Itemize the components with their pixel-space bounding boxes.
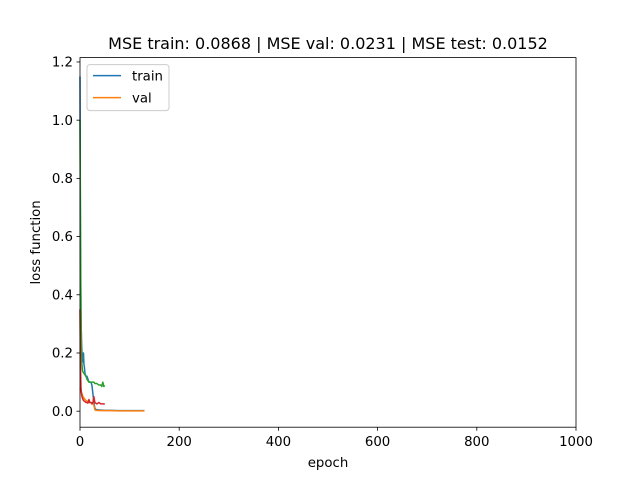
plot-frame xyxy=(79,57,577,428)
chart-title: MSE train: 0.0868 | MSE val: 0.0231 | MS… xyxy=(108,34,548,53)
x-tick-label: 400 xyxy=(266,435,291,450)
y-tick-label: 1.2 xyxy=(52,56,73,71)
legend: train val xyxy=(86,64,170,112)
x-tick-label: 0 xyxy=(76,435,84,450)
series-line-3 xyxy=(79,120,106,388)
y-tick-label: 0.6 xyxy=(52,230,73,245)
series-line-4 xyxy=(79,309,105,405)
legend-label-val: val xyxy=(132,91,152,106)
x-tick-label: 600 xyxy=(365,435,390,450)
x-axis-label: epoch xyxy=(308,456,349,471)
y-tick-label: 0.0 xyxy=(52,405,73,420)
plot-lines xyxy=(79,76,145,412)
x-axis-ticks: 0 200 400 600 800 1000 xyxy=(76,427,593,450)
legend-label-train: train xyxy=(132,69,163,84)
series-line-val xyxy=(79,387,145,412)
y-axis-ticks: 0.0 0.2 0.4 0.6 0.8 1.0 1.2 xyxy=(52,56,80,420)
x-tick-label: 800 xyxy=(464,435,489,450)
series-line-train xyxy=(79,76,145,412)
x-tick-label: 1000 xyxy=(559,435,593,450)
y-tick-label: 1.0 xyxy=(52,114,73,129)
y-axis-label: loss function xyxy=(29,200,44,284)
x-tick-label: 200 xyxy=(167,435,192,450)
y-tick-label: 0.2 xyxy=(52,347,73,362)
y-tick-label: 0.8 xyxy=(52,172,73,187)
y-tick-label: 0.4 xyxy=(52,288,73,303)
